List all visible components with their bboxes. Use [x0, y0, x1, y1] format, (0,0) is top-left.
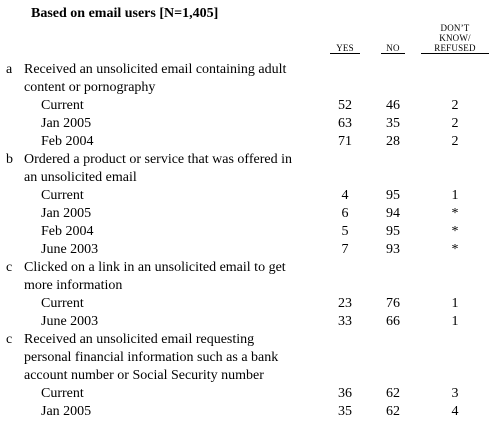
- yes-value: 36: [338, 386, 352, 401]
- column-header-dk: DON’T KNOW/ REFUSED: [421, 23, 489, 54]
- no-value: 93: [386, 242, 400, 257]
- dk-value: 2: [451, 134, 459, 149]
- table-row: Jan 2005 35 62 4: [0, 403, 489, 421]
- question-line: more information: [0, 277, 489, 295]
- table-title: Based on email users [N=1,405]: [31, 6, 219, 21]
- column-header-no-label: NO: [381, 43, 405, 54]
- no-value: 94: [386, 206, 400, 221]
- row-label: Jan 2005: [41, 404, 92, 419]
- column-header-dk-line: DON’T: [440, 23, 470, 33]
- question-text: Received an unsolicited email requesting: [24, 332, 255, 347]
- table-row: Current 36 62 3: [0, 385, 489, 403]
- question-letter: c: [6, 332, 13, 347]
- yes-value: 63: [338, 116, 352, 131]
- row-label: Feb 2004: [41, 224, 94, 239]
- question-line: a Received an unsolicited email containin…: [0, 61, 489, 79]
- table-row: Feb 2004 5 95 *: [0, 223, 489, 241]
- row-label: Current: [41, 296, 84, 311]
- row-label: June 2003: [41, 314, 99, 329]
- row-label: Current: [41, 188, 84, 203]
- question-line: c Clicked on a link in an unsolicited ema…: [0, 259, 489, 277]
- column-header-dk-line: KNOW/: [439, 33, 471, 43]
- no-value: 95: [386, 224, 400, 239]
- dk-value: *: [451, 224, 459, 239]
- column-header-dk-line: REFUSED: [421, 43, 489, 54]
- no-value: 62: [386, 404, 400, 419]
- no-value: 28: [386, 134, 400, 149]
- column-header-yes-label: YES: [330, 43, 360, 54]
- question-text: account number or Social Security number: [24, 368, 264, 383]
- dk-value: 1: [451, 188, 459, 203]
- question-text: content or pornography: [24, 80, 156, 95]
- question-text: Received an unsolicited email containing…: [24, 62, 287, 77]
- column-header-no: NO: [381, 43, 405, 54]
- yes-value: 7: [341, 242, 349, 257]
- no-value: 35: [386, 116, 400, 131]
- row-label: Jan 2005: [41, 116, 92, 131]
- question-text: more information: [24, 278, 123, 293]
- question-letter: a: [6, 62, 13, 77]
- question-text: personal financial information such as a…: [24, 350, 279, 365]
- dk-value: 1: [451, 296, 459, 311]
- question-line: content or pornography: [0, 79, 489, 97]
- dk-value: 4: [451, 404, 459, 419]
- question-line: account number or Social Security number: [0, 367, 489, 385]
- table-row: June 2003 7 93 *: [0, 241, 489, 259]
- dk-value: *: [451, 206, 459, 221]
- question-line: c Received an unsolicited email requestin…: [0, 331, 489, 349]
- row-label: June 2003: [41, 242, 99, 257]
- row-label: Jan 2005: [41, 206, 92, 221]
- dk-value: 2: [451, 116, 459, 131]
- question-text: Clicked on a link in an unsolicited emai…: [24, 260, 286, 275]
- question-line: an unsolicited email: [0, 169, 489, 187]
- question-letter: c: [6, 260, 13, 275]
- table-row: June 2003 33 66 1: [0, 313, 489, 331]
- question-text: Ordered a product or service that was of…: [24, 152, 292, 167]
- dk-value: 3: [451, 386, 459, 401]
- no-value: 76: [386, 296, 400, 311]
- question-line: b Ordered a product or service that was o…: [0, 151, 489, 169]
- dk-value: 2: [451, 98, 459, 113]
- dk-value: 1: [451, 314, 459, 329]
- table-row: Jan 2005 6 94 *: [0, 205, 489, 223]
- row-label: Current: [41, 98, 84, 113]
- yes-value: 4: [341, 188, 349, 203]
- yes-value: 23: [338, 296, 352, 311]
- table-row: Feb 2004 71 28 2: [0, 133, 489, 151]
- yes-value: 6: [341, 206, 349, 221]
- no-value: 66: [386, 314, 400, 329]
- question-line: personal financial information such as a…: [0, 349, 489, 367]
- question-text: an unsolicited email: [24, 170, 137, 185]
- yes-value: 5: [341, 224, 349, 239]
- yes-value: 35: [338, 404, 352, 419]
- no-value: 95: [386, 188, 400, 203]
- question-letter: b: [6, 152, 13, 167]
- table-row: Current 52 46 2: [0, 97, 489, 115]
- yes-value: 52: [338, 98, 352, 113]
- row-label: Feb 2004: [41, 134, 94, 149]
- row-label: Current: [41, 386, 84, 401]
- column-header-yes: YES: [330, 43, 360, 54]
- no-value: 46: [386, 98, 400, 113]
- table-row: Current 4 95 1: [0, 187, 489, 205]
- yes-value: 71: [338, 134, 352, 149]
- table-row: Current 23 76 1: [0, 295, 489, 313]
- yes-value: 33: [338, 314, 352, 329]
- table-row: Jan 2005 63 35 2: [0, 115, 489, 133]
- dk-value: *: [451, 242, 459, 257]
- no-value: 62: [386, 386, 400, 401]
